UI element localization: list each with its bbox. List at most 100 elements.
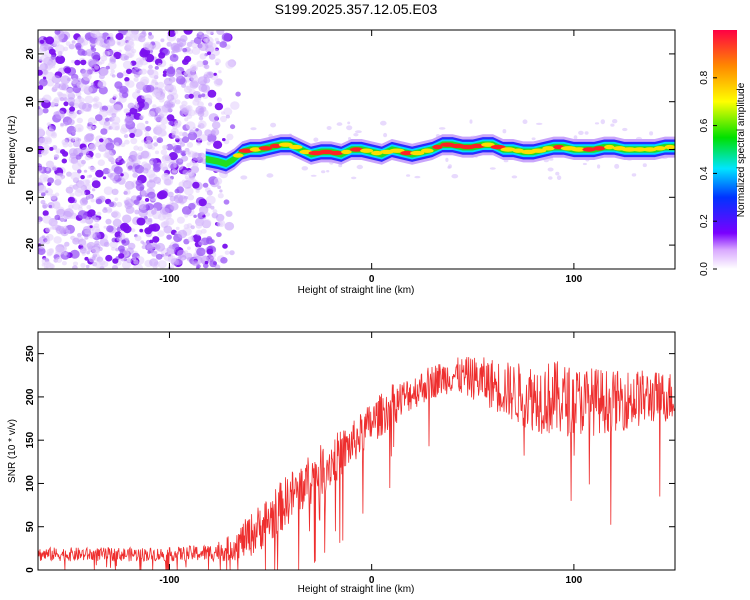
- noise-blob: [140, 189, 148, 197]
- noise-blob: [112, 218, 122, 227]
- noise-blob: [406, 174, 411, 177]
- colorbar-gradient: [713, 30, 737, 269]
- noise-blob: [86, 251, 90, 255]
- noise-blob: [74, 59, 81, 66]
- spectrogram-ytick-label: -20: [25, 237, 36, 252]
- noise-blob: [184, 175, 189, 180]
- noise-blob: [189, 129, 195, 134]
- noise-blob: [198, 83, 208, 92]
- noise-blob: [126, 258, 132, 264]
- noise-blob: [196, 247, 206, 257]
- noise-blob: [138, 208, 148, 218]
- noise-blob: [114, 81, 123, 89]
- noise-blob: [229, 250, 235, 256]
- noise-blob: [46, 122, 52, 127]
- noise-blob: [215, 41, 220, 45]
- noise-blob: [157, 213, 166, 221]
- noise-blob: [65, 88, 75, 96]
- noise-blob: [56, 208, 66, 217]
- noise-blob: [75, 42, 82, 49]
- noise-blob: [129, 132, 136, 138]
- noise-blob: [102, 167, 110, 175]
- noise-blob: [50, 193, 57, 200]
- noise-blob: [100, 59, 105, 65]
- noise-blob: [207, 89, 217, 98]
- noise-blob: [187, 236, 195, 243]
- noise-blob: [148, 64, 153, 70]
- noise-blob: [141, 161, 148, 168]
- noise-blob: [225, 60, 235, 69]
- noise-blob: [186, 142, 194, 148]
- noise-blob: [57, 52, 62, 57]
- noise-blob: [182, 47, 188, 53]
- noise-blob: [54, 30, 61, 35]
- noise-blob: [187, 169, 195, 177]
- noise-blob: [223, 199, 230, 205]
- signal-hotspot: [258, 146, 273, 151]
- noise-blob: [182, 169, 189, 176]
- noise-blob: [177, 249, 186, 258]
- signal-hotspot: [329, 150, 344, 156]
- noise-blob: [129, 107, 138, 115]
- colorbar-tick-label: 0.6: [699, 118, 710, 132]
- noise-blob: [130, 228, 136, 233]
- noise-blob: [48, 48, 56, 55]
- noise-blob: [225, 114, 230, 119]
- noise-blob: [126, 68, 132, 75]
- noise-blob: [597, 164, 601, 169]
- noise-blob: [161, 204, 166, 208]
- noise-blob: [105, 142, 115, 151]
- noise-blob: [138, 59, 143, 63]
- noise-blob: [51, 200, 61, 209]
- noise-blob: [54, 214, 61, 220]
- noise-blob: [55, 172, 64, 181]
- noise-blob: [154, 86, 159, 90]
- noise-blob: [356, 164, 363, 170]
- noise-blob: [91, 180, 101, 189]
- noise-blob: [196, 60, 204, 67]
- noise-blob: [147, 250, 151, 254]
- noise-blob: [129, 150, 138, 159]
- noise-blob: [91, 188, 96, 192]
- noise-blob: [65, 41, 71, 47]
- signal-hotspot: [582, 147, 596, 152]
- noise-blob: [266, 173, 274, 178]
- noise-blob: [151, 89, 161, 98]
- noise-blob: [168, 244, 173, 249]
- noise-blob: [55, 148, 62, 154]
- noise-blob: [97, 159, 106, 166]
- noise-blob: [135, 179, 142, 186]
- noise-blob: [189, 64, 199, 72]
- noise-blob: [531, 137, 536, 141]
- noise-blob: [310, 174, 317, 177]
- noise-blob: [95, 101, 103, 108]
- noise-blob: [321, 170, 326, 174]
- noise-blob: [167, 255, 177, 263]
- spectrogram-ytick-label: 20: [25, 48, 36, 60]
- noise-blob: [208, 72, 212, 76]
- noise-blob: [109, 172, 119, 181]
- noise-blob: [63, 121, 69, 127]
- noise-blob: [198, 116, 204, 121]
- noise-blob: [195, 229, 203, 236]
- noise-blob: [313, 137, 319, 142]
- noise-blob: [133, 199, 140, 205]
- noise-blob: [148, 161, 154, 166]
- noise-blob: [45, 36, 55, 45]
- noise-blob: [199, 134, 209, 142]
- noise-blob: [112, 104, 122, 113]
- noise-blob: [205, 36, 214, 45]
- noise-blob: [220, 257, 228, 264]
- snr-xtick-label: 0: [369, 575, 375, 586]
- noise-blob: [169, 202, 179, 211]
- noise-blob: [77, 210, 88, 219]
- noise-blob: [438, 127, 446, 130]
- signal-hotspot: [371, 150, 383, 156]
- noise-blob: [160, 117, 169, 125]
- noise-blob: [346, 125, 353, 131]
- noise-blob: [187, 246, 191, 250]
- signal-hotspot: [389, 148, 405, 153]
- spectrogram-xtick-label: -100: [159, 274, 179, 285]
- noise-blob: [150, 79, 158, 87]
